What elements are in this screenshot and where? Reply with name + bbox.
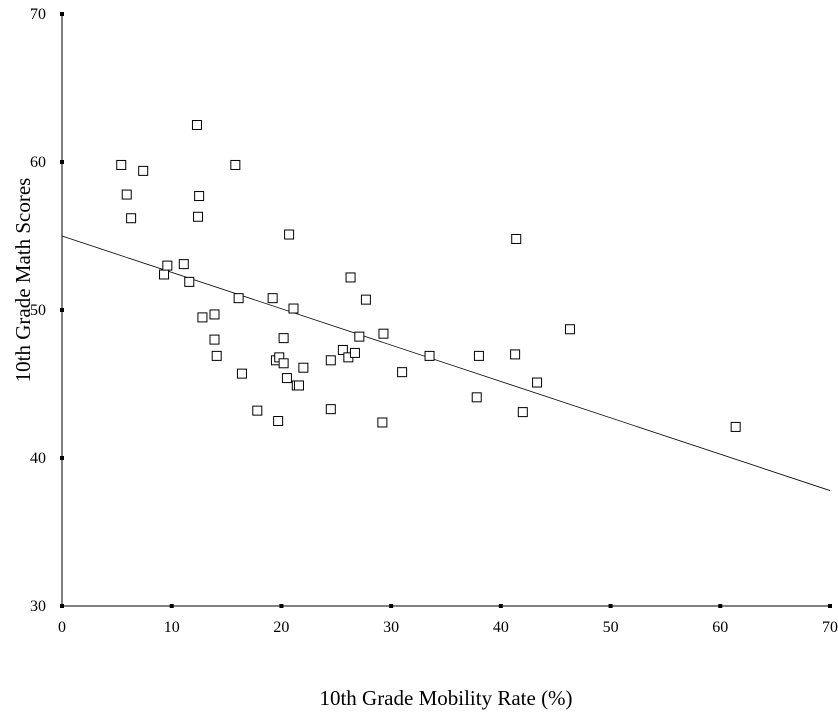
x-tick-label: 10 [164, 619, 180, 636]
data-point [471, 392, 482, 403]
x-tick-label: 20 [273, 619, 289, 636]
data-point [325, 355, 336, 366]
data-point [397, 367, 408, 378]
data-point [349, 347, 360, 358]
data-point [267, 293, 278, 304]
data-point [532, 377, 543, 388]
tick-labels: 30 40 50 60 70 0 10 20 30 40 50 60 70 [30, 6, 838, 636]
x-tick-label: 30 [383, 619, 399, 636]
axes [60, 12, 832, 608]
data-point [730, 421, 741, 432]
data-point [278, 333, 289, 344]
data-point [424, 350, 435, 361]
trendline-group [61, 235, 831, 491]
y-tick-mark [60, 12, 64, 16]
data-point [273, 416, 284, 426]
data-point [378, 328, 389, 339]
data-point [116, 159, 127, 170]
x-tick-label: 0 [58, 619, 66, 636]
y-tick-mark [60, 308, 64, 312]
data-point [193, 211, 204, 222]
data-point [337, 344, 348, 355]
data-point [325, 404, 336, 415]
x-tick-mark [169, 604, 174, 608]
trendline [61, 235, 831, 491]
y-axis-title: 10th Grade Math Scores [11, 178, 35, 383]
y-tick-label: 40 [30, 450, 46, 467]
data-point [252, 405, 263, 416]
data-point [288, 303, 299, 314]
data-point [345, 272, 356, 283]
data-point [230, 159, 241, 170]
x-tick-mark [718, 604, 723, 608]
data-points [116, 120, 741, 432]
data-point [281, 373, 292, 384]
data-point [197, 312, 208, 323]
data-point [298, 362, 309, 373]
data-point [126, 213, 137, 224]
data-point [138, 165, 149, 176]
data-point [377, 417, 388, 428]
data-point [354, 331, 365, 342]
data-point [510, 349, 521, 360]
x-tick-label: 40 [493, 619, 509, 636]
x-tick-mark [498, 604, 503, 608]
data-point [278, 358, 289, 369]
data-point [284, 229, 295, 240]
y-tick-label: 60 [30, 154, 46, 171]
data-point [194, 191, 205, 202]
data-point [191, 120, 202, 130]
x-tick-label: 50 [603, 619, 619, 636]
y-tick-label: 30 [30, 598, 46, 615]
x-tick-label: 60 [712, 619, 728, 636]
data-point [564, 324, 575, 335]
data-point [162, 260, 173, 271]
data-point [511, 233, 522, 244]
x-tick-label: 70 [822, 619, 838, 636]
data-point [236, 368, 247, 379]
data-point [209, 334, 220, 345]
data-point [159, 269, 170, 280]
y-tick-mark [60, 456, 64, 460]
data-point [293, 380, 304, 391]
data-point [121, 189, 132, 200]
data-point [184, 276, 195, 287]
x-tick-mark [279, 604, 284, 608]
data-point [211, 350, 222, 361]
data-point [360, 294, 371, 305]
x-tick-mark [389, 604, 394, 608]
x-tick-mark [828, 604, 832, 608]
data-point [178, 259, 189, 270]
x-tick-mark [608, 604, 613, 608]
x-tick-mark [60, 604, 64, 608]
data-point [209, 309, 220, 320]
data-point [473, 350, 484, 361]
y-tick-mark [60, 160, 64, 164]
y-tick-label: 70 [30, 6, 46, 23]
x-axis-title: 10th Grade Mobility Rate (%) [319, 686, 572, 710]
data-point [233, 293, 244, 304]
y-tick-label: 50 [30, 302, 46, 319]
data-point [517, 407, 528, 418]
